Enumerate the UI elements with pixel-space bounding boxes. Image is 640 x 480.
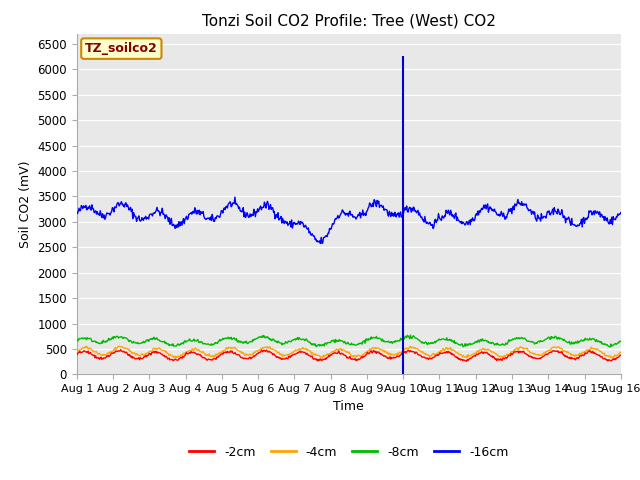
Y-axis label: Soil CO2 (mV): Soil CO2 (mV) — [19, 160, 32, 248]
Title: Tonzi Soil CO2 Profile: Tree (West) CO2: Tonzi Soil CO2 Profile: Tree (West) CO2 — [202, 13, 496, 28]
X-axis label: Time: Time — [333, 400, 364, 413]
Legend: -2cm, -4cm, -8cm, -16cm: -2cm, -4cm, -8cm, -16cm — [184, 441, 513, 464]
Text: TZ_soilco2: TZ_soilco2 — [85, 42, 157, 55]
